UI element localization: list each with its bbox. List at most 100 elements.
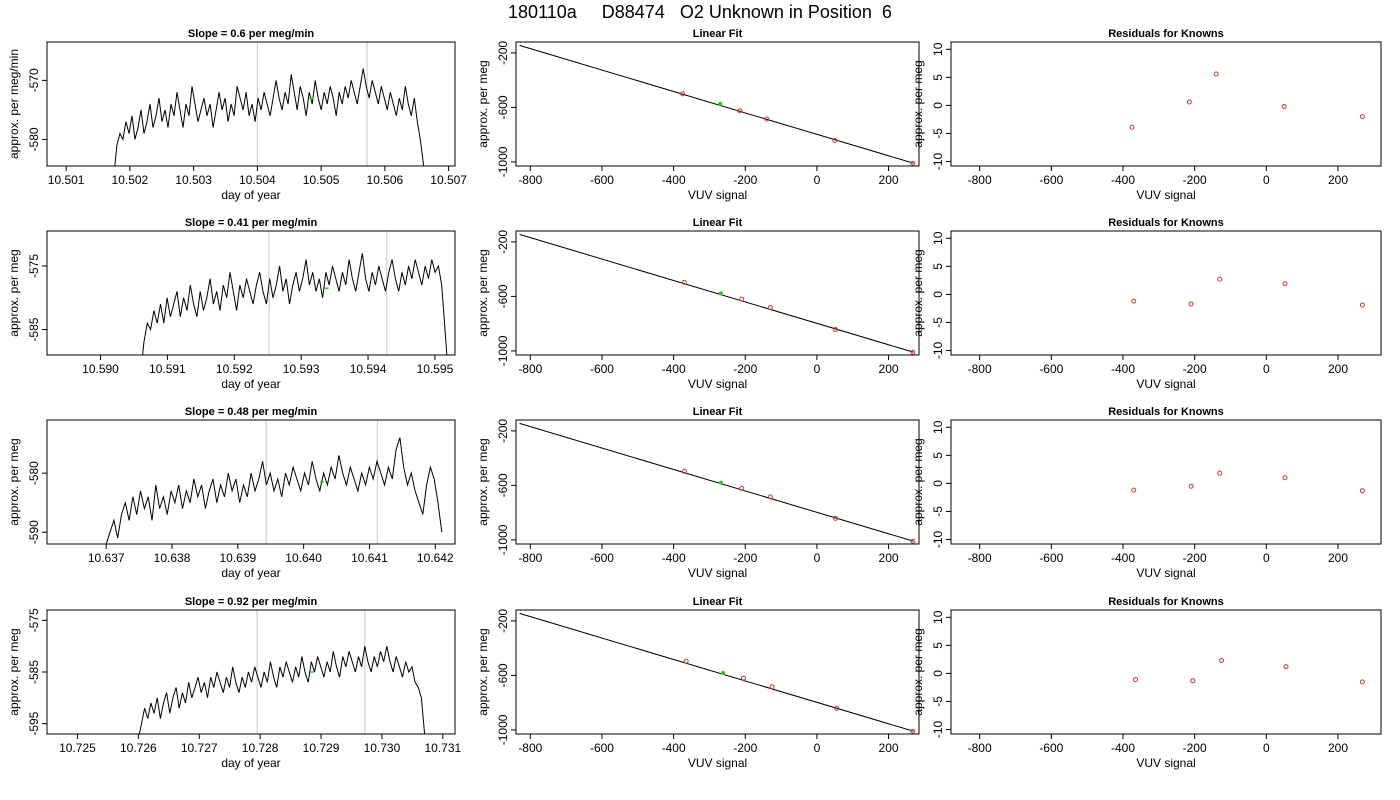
x-tick-label: -600: [590, 551, 614, 565]
y-tick-label: 5: [931, 263, 945, 270]
x-tick-label: 10.640: [285, 551, 322, 565]
x-tick-label: -800: [518, 741, 542, 755]
x-tick-label: 0: [814, 362, 821, 376]
plot-data-layer: [114, 42, 425, 166]
x-tick-label: 10.590: [82, 362, 119, 376]
y-tick-label: -10: [931, 153, 945, 171]
x-tick-label: -200: [733, 741, 757, 755]
plot-frame: [515, 230, 920, 356]
y-axis-label: approx. per meg: [7, 249, 21, 336]
y-tick-label: 0: [931, 102, 945, 109]
y-axis-label: approx. per meg: [911, 438, 925, 525]
x-tick-label: -600: [590, 741, 614, 755]
known-point: [834, 705, 840, 711]
residual-point: [1129, 124, 1135, 130]
timeseries-line: [142, 253, 448, 355]
plot-data-layer: [142, 231, 448, 355]
known-point: [680, 91, 686, 97]
x-tick-label: 10.592: [216, 362, 253, 376]
residual-point: [1359, 114, 1365, 120]
y-tick-label: -570: [27, 68, 41, 92]
known-point: [910, 728, 916, 734]
residual-point: [1131, 487, 1137, 493]
plot-title: Linear Fit: [693, 406, 743, 418]
plot-title: Slope = 0.6 per meg/min: [188, 28, 315, 40]
y-tick-label: -10: [931, 721, 945, 739]
plot-frame: [515, 609, 920, 735]
x-tick-label: 10.595: [417, 362, 454, 376]
y-tick-label: -585: [27, 660, 41, 684]
plot-data-layer: [519, 612, 916, 734]
y-tick-label: 5: [931, 74, 945, 81]
plot-panel-4-3: Residuals for Knowns -800 -600 -400 -200 0 200…: [911, 596, 1382, 770]
y-tick-label: -1000: [496, 714, 510, 745]
plot-frame: [950, 41, 1382, 167]
plot-panel-4-1: Slope = 0.92 per meg/min 10.725 10.726 10.7…: [7, 596, 461, 770]
plot-panel-2-1: Slope = 0.41 per meg/min 10.590 10.591 10.5…: [7, 217, 456, 391]
plot-data-layer: [138, 610, 426, 734]
fit-line: [519, 422, 914, 542]
residual-point: [1359, 302, 1365, 308]
x-tick-label: 10.503: [175, 173, 212, 187]
plot-title: Residuals for Knowns: [1108, 596, 1224, 608]
x-tick-label: 10.642: [417, 551, 454, 565]
plot-frame: [46, 41, 456, 167]
x-axis-label: day of year: [221, 377, 280, 391]
y-tick-label: 0: [931, 670, 945, 677]
plot-panel-4-2: Linear Fit -800 -600 -400 -200 0 200 -200 -600 -1…: [476, 596, 920, 770]
plot-frame: [46, 609, 456, 735]
residual-point: [1188, 301, 1194, 307]
x-tick-label: -800: [968, 173, 992, 187]
unknown-point: [718, 291, 724, 296]
y-tick-label: 10: [931, 42, 945, 56]
y-tick-label: -600: [496, 95, 510, 119]
plot-frame: [950, 230, 1382, 356]
residual-point: [1283, 664, 1289, 670]
x-tick-label: -800: [518, 551, 542, 565]
residual-point: [1359, 488, 1365, 494]
x-tick-label: -400: [1111, 362, 1135, 376]
x-tick-label: -200: [1183, 173, 1207, 187]
plot-panel-1-1: Slope = 0.6 per meg/min 10.501 10.502 10.50…: [7, 28, 467, 202]
y-axis-label: approx. per meg: [911, 60, 925, 147]
plot-title: Linear Fit: [693, 217, 743, 229]
residual-point: [1190, 678, 1196, 684]
x-axis-label: VUV signal: [1136, 566, 1195, 580]
plot-frame: [46, 230, 456, 356]
plot-frame: [950, 419, 1382, 545]
unknown-point: [718, 480, 724, 485]
y-tick-label: -585: [27, 317, 41, 341]
x-tick-label: 10.594: [350, 362, 387, 376]
x-tick-label: 10.725: [59, 741, 96, 755]
x-tick-label: -200: [1183, 741, 1207, 755]
x-tick-label: -200: [1183, 551, 1207, 565]
x-tick-label: -400: [662, 741, 686, 755]
timeseries-line: [105, 437, 443, 544]
y-tick-label: -575: [27, 254, 41, 278]
x-axis-label: VUV signal: [1136, 377, 1195, 391]
known-point: [681, 279, 687, 285]
x-tick-label: 0: [1263, 741, 1270, 755]
plot-frame: [950, 609, 1382, 735]
x-tick-label: 10.639: [219, 551, 256, 565]
x-tick-label: 10.731: [424, 741, 461, 755]
x-axis-label: VUV signal: [1136, 188, 1195, 202]
x-tick-label: 10.641: [351, 551, 388, 565]
y-axis-label: approx. per meg: [7, 438, 21, 525]
y-axis-label: approx. per meg: [476, 60, 490, 147]
known-point: [833, 515, 839, 521]
plot-panel-3-1: Slope = 0.48 per meg/min 10.637 10.638 10.6…: [7, 406, 456, 580]
x-tick-label: 0: [814, 173, 821, 187]
y-tick-label: -5: [931, 506, 945, 517]
y-tick-label: 5: [931, 452, 945, 459]
y-tick-label: -595: [27, 711, 41, 735]
fit-line: [519, 612, 914, 732]
known-point: [739, 485, 745, 491]
x-tick-label: -400: [662, 173, 686, 187]
y-tick-label: -575: [27, 608, 41, 632]
residual-point: [1282, 475, 1288, 481]
x-tick-label: -600: [1039, 362, 1063, 376]
plot-panel-3-2: Linear Fit -800 -600 -400 -200 0 200 -200 -600 -1…: [476, 406, 920, 580]
x-tick-label: 200: [879, 362, 899, 376]
